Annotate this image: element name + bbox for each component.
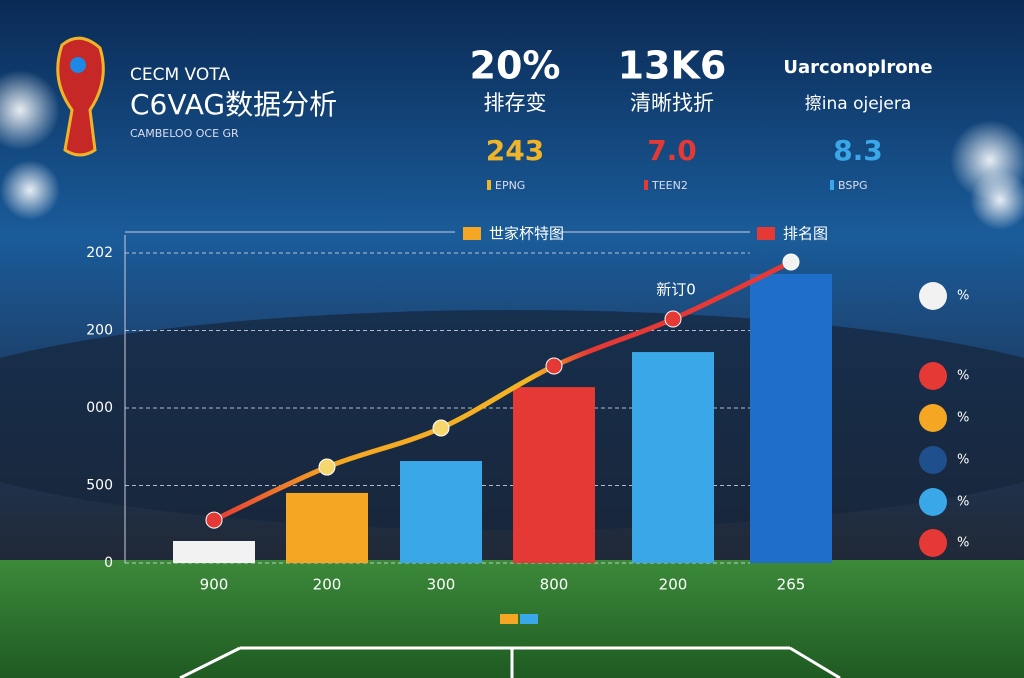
line-marker: [205, 511, 223, 529]
logo-text: CAMBELOO OCE GR: [130, 127, 239, 140]
side-legend-label: %: [957, 289, 969, 304]
floodlight: [0, 70, 60, 150]
bar: [173, 540, 255, 563]
side-legend-dot: [919, 282, 947, 310]
stat-label: 排存变: [484, 91, 547, 115]
x-tick-label: 265: [777, 576, 806, 594]
legend-label: 排名图: [783, 225, 828, 243]
y-tick-label: 000: [86, 400, 113, 416]
side-legend-label: %: [957, 369, 969, 384]
swatch: [500, 614, 518, 624]
line-marker: [545, 357, 563, 375]
substat-label: TEEN2: [651, 179, 688, 192]
side-legend-label: %: [957, 536, 969, 551]
stat-value: 20%: [470, 44, 561, 88]
side-legend-dot: [919, 446, 947, 474]
side-legend-dot: [919, 404, 947, 432]
y-tick-label: 202: [86, 245, 113, 261]
side-legend-label: %: [957, 495, 969, 510]
line-marker: [664, 310, 682, 328]
legend-label: 世家杯特图: [489, 225, 564, 243]
bar: [513, 387, 595, 563]
side-legend-dot: [919, 529, 947, 557]
logo-detail: [70, 57, 86, 73]
stat-value: Uarconoplrone: [783, 57, 932, 78]
x-tick-label: 300: [427, 576, 456, 594]
line-marker: [318, 458, 336, 476]
substat-swatch: [830, 180, 834, 190]
y-tick-label: 500: [86, 478, 113, 494]
pitch-line: [179, 646, 241, 678]
x-tick-label: 200: [659, 576, 688, 594]
x-tick-label: 800: [540, 576, 569, 594]
substat-value: 243: [486, 134, 544, 167]
legend-swatch: [463, 227, 481, 240]
stands: [0, 310, 1024, 530]
stat-label: 清晰找折: [630, 91, 714, 115]
stat-value: 13K6: [618, 44, 727, 88]
annotation: 新订0: [656, 281, 696, 299]
substat-value: 7.0: [647, 134, 697, 167]
bar: [400, 461, 482, 563]
bar: [632, 352, 714, 563]
y-tick-label: 0: [104, 555, 113, 571]
line: [211, 259, 794, 523]
substat-swatch: [644, 180, 648, 190]
floodlight: [0, 160, 60, 220]
substat-label: EPNG: [495, 179, 525, 192]
side-legend-dot: [919, 488, 947, 516]
line-marker: [432, 419, 450, 437]
stat-label: 擦ina ojejera: [805, 94, 912, 114]
line-marker: [782, 253, 800, 271]
side-legend-label: %: [957, 411, 969, 426]
x-tick-label: 900: [200, 576, 229, 594]
bar: [750, 273, 832, 563]
pitch-line: [789, 646, 841, 678]
bar: [286, 492, 368, 563]
x-tick-label: 200: [313, 576, 342, 594]
substat-label: BSPG: [838, 179, 868, 192]
substat-value: 8.3: [833, 134, 883, 167]
swatch: [520, 614, 538, 624]
logo-text: C6VAG数据分析: [130, 88, 337, 121]
side-legend-label: %: [957, 453, 969, 468]
side-legend-dot: [919, 362, 947, 390]
substat-swatch: [487, 180, 491, 190]
logo-text: CECM VOTA: [130, 65, 230, 85]
y-tick-label: 200: [86, 323, 113, 339]
logo: [56, 36, 105, 157]
legend-swatch: [757, 227, 775, 240]
floodlight: [970, 170, 1024, 230]
